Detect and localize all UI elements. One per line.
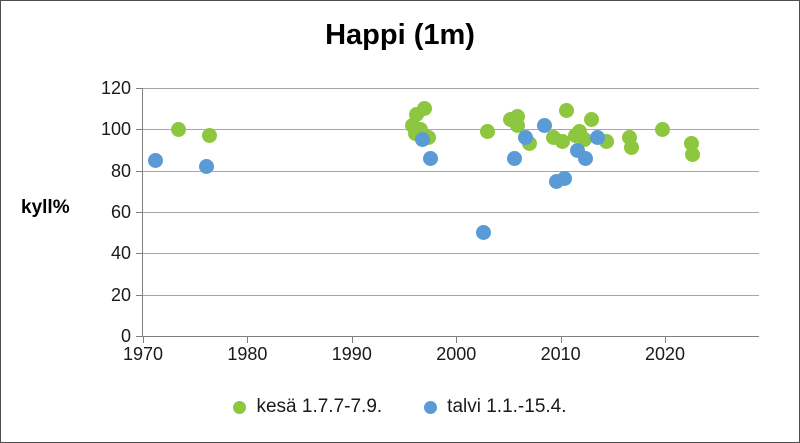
data-point-kesa-14 <box>555 134 571 150</box>
gridline-y-40 <box>143 253 759 255</box>
y-tick-label-40: 40 <box>110 243 131 264</box>
data-point-talvi-2 <box>415 132 431 148</box>
x-tick-label-2020: 2020 <box>645 344 686 364</box>
y-tick-20 <box>136 294 142 296</box>
y-axis-line <box>142 88 143 336</box>
y-tick-60 <box>136 212 142 213</box>
y-tick-0 <box>136 336 142 337</box>
gridline-y-60 <box>143 212 759 213</box>
y-tick-label-100: 100 <box>100 119 131 140</box>
data-point-talvi-3 <box>422 150 438 166</box>
data-point-talvi-4 <box>475 225 491 241</box>
y-tick-40 <box>136 253 142 255</box>
y-tick-120 <box>136 88 142 89</box>
x-tick-1980 <box>247 337 249 343</box>
legend-label-talvi: talvi 1.1.-15.4. <box>447 396 567 417</box>
x-tick-2020 <box>665 337 667 343</box>
data-point-talvi-12 <box>589 130 605 146</box>
data-point-kesa-1 <box>202 128 218 144</box>
data-point-talvi-0 <box>148 152 164 168</box>
gridline-y-20 <box>143 294 759 296</box>
gridline-y-120 <box>143 88 759 89</box>
legend-item-talvi: talvi 1.1.-15.4. <box>424 396 567 418</box>
x-tick-2000 <box>456 337 458 343</box>
y-tick-80 <box>136 170 142 172</box>
data-point-talvi-6 <box>517 130 533 146</box>
x-tick-1990 <box>351 337 353 343</box>
y-axis-title: kyll% <box>21 197 70 218</box>
data-point-kesa-15 <box>559 103 575 119</box>
data-point-talvi-1 <box>199 159 215 175</box>
data-point-kesa-8 <box>480 123 496 139</box>
data-point-talvi-9 <box>557 171 573 187</box>
data-point-talvi-7 <box>537 117 553 133</box>
chart-title: Happi (1m) <box>325 19 475 51</box>
y-tick-100 <box>136 129 142 131</box>
data-point-kesa-25 <box>684 146 700 162</box>
data-point-kesa-6 <box>417 101 433 117</box>
data-point-talvi-11 <box>578 150 594 166</box>
x-tick-label-2000: 2000 <box>436 344 477 364</box>
x-tick-label-2010: 2010 <box>540 344 581 364</box>
x-tick-2010 <box>560 337 562 343</box>
data-point-kesa-23 <box>655 121 671 137</box>
legend-marker-talvi-icon <box>424 400 438 414</box>
plot-area: 1970 1980 1990 2000 2010 2020 <box>123 88 759 364</box>
legend-label-kesa: kesä 1.7.7-7.9. <box>256 396 383 417</box>
y-tick-label-60: 60 <box>110 202 131 222</box>
y-tick-label-20: 20 <box>110 284 131 305</box>
legend-marker-kesa-icon <box>233 400 247 414</box>
data-point-kesa-11 <box>510 117 526 133</box>
x-tick-label-1990: 1990 <box>331 344 372 364</box>
x-tick-label-1980: 1980 <box>227 344 268 364</box>
x-tick-label-1970: 1970 <box>122 344 164 364</box>
legend: kesä 1.7.7-7.9. talvi 1.1.-15.4. <box>1 396 799 418</box>
gridline-y-80 <box>143 170 759 172</box>
data-point-kesa-19 <box>584 111 600 127</box>
data-point-kesa-22 <box>624 140 640 156</box>
legend-item-kesa: kesä 1.7.7-7.9. <box>233 396 382 418</box>
y-tick-label-80: 80 <box>110 160 131 181</box>
data-point-talvi-5 <box>507 150 523 166</box>
y-tick-label-120: 120 <box>100 78 131 98</box>
gridline-y-100 <box>143 129 759 131</box>
y-tick-label-0: 0 <box>120 326 131 346</box>
x-tick-1970 <box>143 337 144 343</box>
x-axis-line <box>142 336 759 337</box>
data-point-kesa-0 <box>170 121 186 137</box>
